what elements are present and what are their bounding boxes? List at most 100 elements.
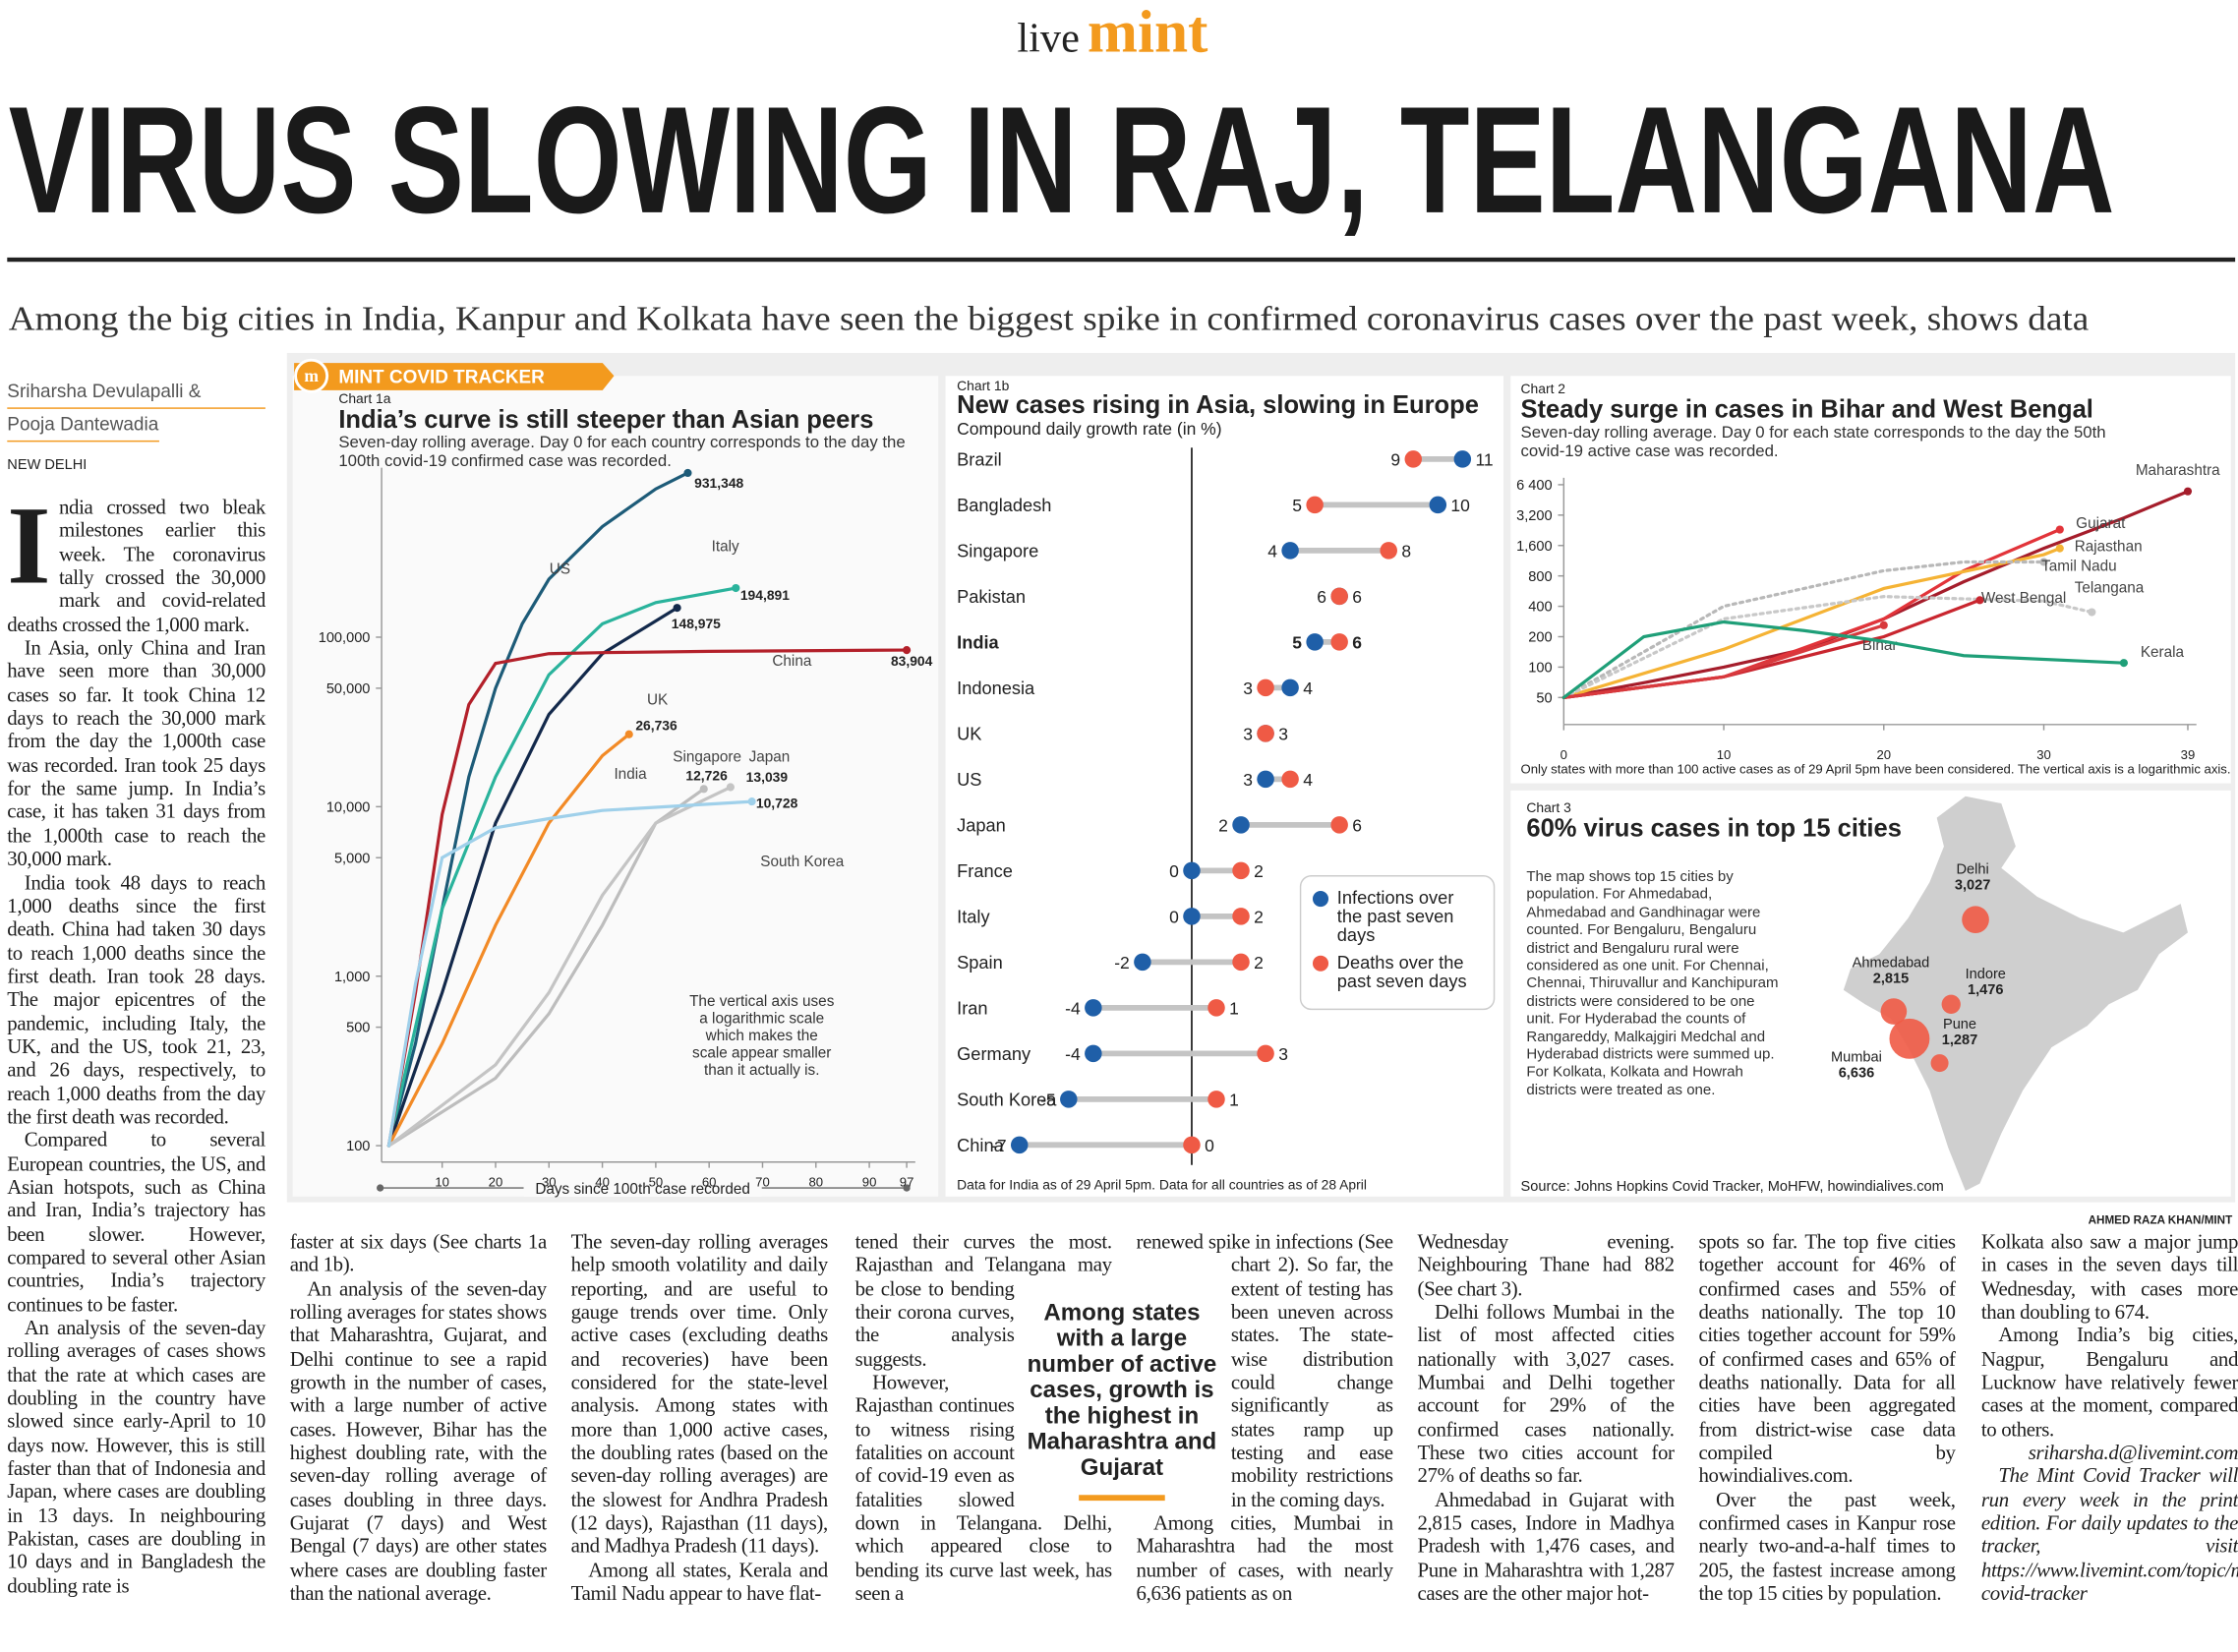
map-description: The map shows top 15 cities by populatio… [1526,869,1779,1099]
value-label: 0 [1205,1136,1214,1155]
y-tick-label: 1,000 [334,970,370,985]
article-column: Kolkata also saw a major jump in cases i… [1981,1231,2238,1607]
paragraph: Among India’s big cities, Nagpur, Bengal… [1980,1325,2238,1442]
y-tick-label: 100 [1528,661,1552,677]
end-dot [624,730,633,738]
x-tick-label: 20 [1876,747,1891,762]
chart-subtitle: Compound daily growth rate (in %) [957,419,1221,439]
spacer [1137,1277,1231,1490]
end-dot [747,797,756,806]
city-bubble [1880,998,1908,1025]
paragraph: India crossed two bleak milestones earli… [7,482,265,637]
x-tick-label: 10 [435,1175,449,1190]
tracker-logo-circle [294,358,329,393]
infections-dot [1281,678,1299,697]
infections-dot [1183,861,1201,880]
x-tick-label: 50 [649,1175,664,1190]
category-label: France [957,860,1013,881]
y-tick-label: 5,000 [334,851,370,866]
deaths-dot [1207,999,1225,1017]
y-tick-label: 200 [1528,630,1552,646]
value-label: 0 [1169,861,1179,881]
value-label: -4 [1065,1044,1081,1064]
rule-end [376,1184,384,1192]
end-label: 83,904 [891,653,933,669]
x-tick-label: 70 [755,1175,770,1190]
infections-dot [1134,953,1151,972]
city-bubble [1930,1054,1949,1073]
end-dot [903,646,912,655]
series-label: West Bengal [1981,590,2066,607]
end-dot [726,783,735,792]
x-tick-label: 39 [2181,747,2196,762]
deaths-dot [1380,542,1397,560]
value-label: 2 [1254,953,1264,973]
series-line [386,648,909,1148]
end-label: 931,348 [694,475,743,491]
end-label: 13,039 [746,769,789,785]
series-label: Japan [749,749,791,766]
tracker-label: MINT COVID TRACKER [338,368,545,388]
infections-dot [1060,1091,1078,1108]
end-dot [699,785,708,794]
chart-footnote: Only states with more than 100 active ca… [1521,761,2231,776]
end-dot [2088,608,2096,617]
city-bubble [1941,994,1961,1014]
y-tick-label: 10,000 [326,799,371,815]
panel-1a [292,376,939,1197]
byline: Sriharsha Devulapalli & Pooja Dantewadia… [7,376,265,482]
series-line [1561,620,2126,699]
chart-subtitle: Seven-day rolling average. Day 0 for eac… [1520,424,2106,461]
value-label: 1 [1229,1090,1239,1109]
category-label: South Korea [957,1089,1057,1109]
paragraph: faster at six days (See charts 1a and 1b… [289,1230,548,1278]
paragraph: Delhi follows Mumbai in the list of most… [1417,1301,1675,1489]
y-tick-label: 500 [346,1021,370,1036]
x-tick-label: 90 [862,1175,877,1190]
value-label: 6 [1352,587,1362,607]
paragraph: sriharsha.d@livemint.com [2028,1442,2238,1465]
series-line [1561,623,1886,699]
legend-item: Deaths over the past seven days [1312,954,1482,991]
series-line [1561,560,2046,699]
deaths-dot [1404,450,1423,468]
value-label: 4 [1267,541,1277,560]
article-column: India crossed two bleak milestones earli… [7,482,265,1599]
paragraph: The seven-day rolling averages help smoo… [570,1230,829,1560]
paragraph: tened their curves the most. Rajasthan a… [854,1230,1113,1372]
end-label: 12,726 [685,768,728,784]
value-label: 5 [1292,496,1302,515]
deaths-dot [1183,1136,1201,1154]
paragraph: The Mint Covid Tracker will run every we… [1980,1465,2238,1606]
end-dot [2183,487,2193,496]
value-label: 10 [1450,496,1470,515]
paragraph: Wednesday evening. Neighbouring Thane ha… [1417,1230,1675,1301]
pull-quote-text: Among states with a large number of acti… [1027,1299,1217,1481]
y-tick-label: 1,600 [1516,539,1552,555]
article-column: The seven-day rolling averages help smoo… [570,1230,829,1607]
x-tick-label: 10 [1717,747,1732,762]
value-label: 2 [1218,815,1228,835]
end-label: 194,891 [740,587,790,603]
city-name: Pune [1943,1017,1976,1032]
series-line [386,471,690,1148]
series-line [386,787,706,1148]
article-column: faster at six days (See charts 1a and 1b… [289,1230,548,1607]
chart-source: Source: Johns Hopkins Covid Tracker, MoH… [1521,1179,1944,1195]
city-value: 2,815 [1873,971,1909,986]
category-label: India [957,631,999,652]
chart-title: Steady surge in cases in Bihar and West … [1521,396,2093,424]
end-dot [2039,558,2048,566]
y-tick-label: 400 [1528,600,1552,616]
series-label: Gujarat [2076,515,2126,532]
paragraph: Compared to several European countries, … [7,1129,265,1317]
infections-dot [1085,999,1102,1017]
deaths-dot [1232,953,1250,972]
category-label: Indonesia [957,678,1035,698]
value-label: 9 [1390,449,1400,469]
value-label: 1 [1229,998,1239,1018]
value-label: 4 [1303,678,1313,698]
series-line [386,586,737,1148]
chart-kicker: Chart 2 [1521,381,1566,396]
